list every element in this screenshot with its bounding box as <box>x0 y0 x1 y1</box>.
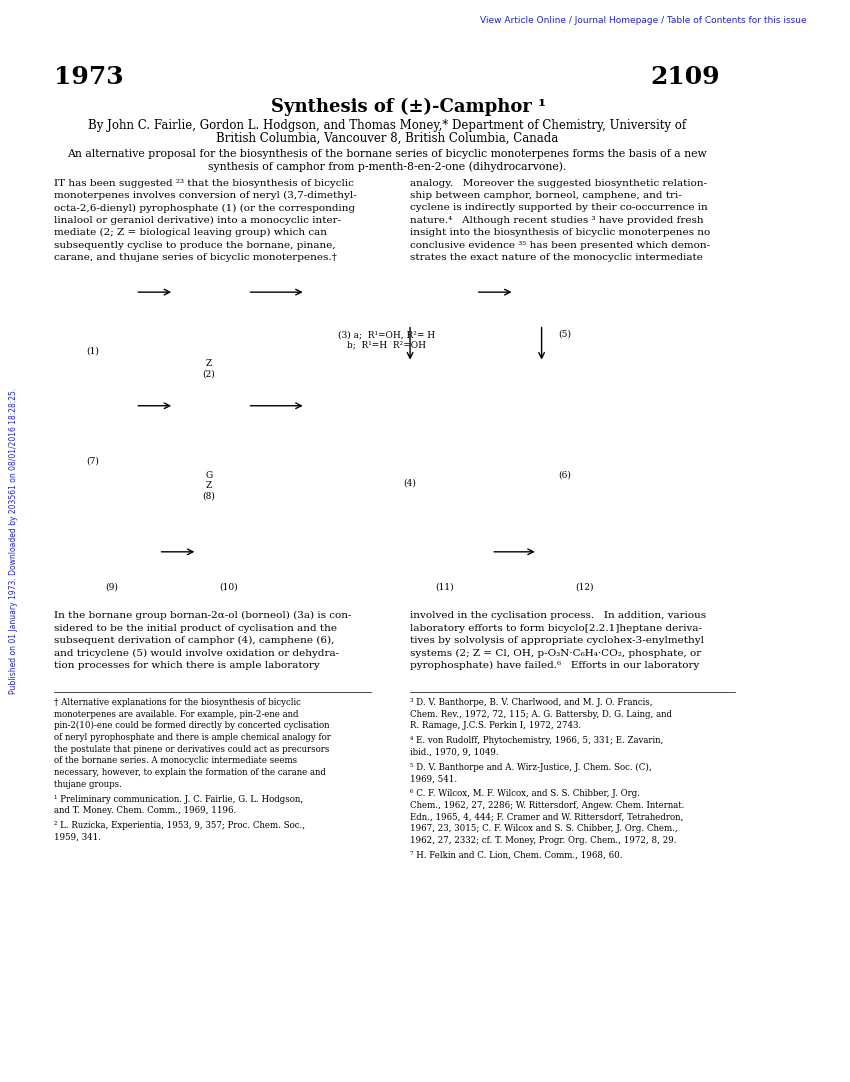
Text: octa-2,6-dienyl) pyrophosphate (1) (or the corresponding: octa-2,6-dienyl) pyrophosphate (1) (or t… <box>54 203 355 212</box>
Text: (3) a;  R¹=OH, R²= H
b;  R¹=H  R²=OH: (3) a; R¹=OH, R²= H b; R¹=H R²=OH <box>338 330 435 349</box>
Text: 1967, 23, 3015; C. F. Wilcox and S. S. Chibber, J. Org. Chem.,: 1967, 23, 3015; C. F. Wilcox and S. S. C… <box>410 824 677 833</box>
Text: British Columbia, Vancouver 8, British Columbia, Canada: British Columbia, Vancouver 8, British C… <box>216 132 558 145</box>
Text: † Alternative explanations for the biosynthesis of bicyclic: † Alternative explanations for the biosy… <box>54 698 301 707</box>
Text: ¹ Preliminary communication. J. C. Fairlie, G. L. Hodgson,: ¹ Preliminary communication. J. C. Fairl… <box>54 794 303 804</box>
Text: Chem., 1962, 27, 2286; W. Rittersdorf, Angew. Chem. Internat.: Chem., 1962, 27, 2286; W. Rittersdorf, A… <box>410 801 684 810</box>
Text: (11): (11) <box>435 582 454 591</box>
Text: pyrophosphate) have failed.⁶   Efforts in our laboratory: pyrophosphate) have failed.⁶ Efforts in … <box>410 661 700 670</box>
Text: Published on 01 January 1973. Downloaded by 203561 on 08/01/2016 18:28:25.: Published on 01 January 1973. Downloaded… <box>9 387 19 695</box>
Text: (12): (12) <box>575 582 593 591</box>
Text: synthesis of camphor from p-menth-8-en-2-one (dihydrocarvone).: synthesis of camphor from p-menth-8-en-2… <box>207 161 566 172</box>
Text: ² L. Ruzicka, Experientia, 1953, 9, 357; Proc. Chem. Soc.,: ² L. Ruzicka, Experientia, 1953, 9, 357;… <box>54 821 305 830</box>
Text: thujane groups.: thujane groups. <box>54 780 122 789</box>
Text: Synthesis of (±)-Camphor ¹: Synthesis of (±)-Camphor ¹ <box>271 97 546 116</box>
Text: necessary, however, to explain the formation of the carane and: necessary, however, to explain the forma… <box>54 768 326 777</box>
Text: (5): (5) <box>558 330 571 339</box>
Text: In the bornane group bornan-2α-ol (borneol) (3a) is con-: In the bornane group bornan-2α-ol (borne… <box>54 611 352 620</box>
Text: cyclene is indirectly supported by their co-occurrence in: cyclene is indirectly supported by their… <box>410 203 708 212</box>
Text: tion processes for which there is ample laboratory: tion processes for which there is ample … <box>54 661 320 670</box>
Text: subsequently cyclise to produce the bornane, pinane,: subsequently cyclise to produce the born… <box>54 240 336 250</box>
Text: View Article Online / Journal Homepage / Table of Contents for this issue: View Article Online / Journal Homepage /… <box>479 16 807 25</box>
Text: (4): (4) <box>404 478 416 487</box>
Text: linalool or geraniol derivative) into a monocyclic inter-: linalool or geraniol derivative) into a … <box>54 215 342 225</box>
Text: ship between camphor, borneol, camphene, and tri-: ship between camphor, borneol, camphene,… <box>410 190 682 200</box>
Text: and T. Money. Chem. Comm., 1969, 1196.: and T. Money. Chem. Comm., 1969, 1196. <box>54 806 236 816</box>
Text: 1959, 341.: 1959, 341. <box>54 833 101 842</box>
Text: ³ D. V. Banthorpe, B. V. Charlwood, and M. J. O. Francis,: ³ D. V. Banthorpe, B. V. Charlwood, and … <box>410 698 653 707</box>
Text: of neryl pyrophosphate and there is ample chemical analogy for: of neryl pyrophosphate and there is ampl… <box>54 733 331 742</box>
Text: (9): (9) <box>105 582 119 591</box>
Text: 1969, 541.: 1969, 541. <box>410 775 457 783</box>
Text: Edn., 1965, 4, 444; F. Cramer and W. Rittersdorf, Tetrahedron,: Edn., 1965, 4, 444; F. Cramer and W. Rit… <box>410 813 683 822</box>
Text: pin-2(10)-ene could be formed directly by concerted cyclisation: pin-2(10)-ene could be formed directly b… <box>54 722 330 730</box>
Text: R. Ramage, J.C.S. Perkin I, 1972, 2743.: R. Ramage, J.C.S. Perkin I, 1972, 2743. <box>410 722 581 730</box>
Text: ⁴ E. von Rudolff, Phytochemistry, 1966, 5, 331; E. Zavarin,: ⁴ E. von Rudolff, Phytochemistry, 1966, … <box>410 736 664 745</box>
Text: conclusive evidence ³⁵ has been presented which demon-: conclusive evidence ³⁵ has been presente… <box>410 240 711 250</box>
Text: (7): (7) <box>87 457 99 465</box>
Text: insight into the biosynthesis of bicyclic monoterpenes no: insight into the biosynthesis of bicycli… <box>410 228 711 237</box>
Text: subsequent derivation of camphor (4), camphene (6),: subsequent derivation of camphor (4), ca… <box>54 636 335 645</box>
Text: strates the exact nature of the monocyclic intermediate: strates the exact nature of the monocycl… <box>410 253 703 262</box>
Text: monoterpenes are available. For example, pin-2-ene and: monoterpenes are available. For example,… <box>54 710 298 718</box>
Text: the postulate that pinene or derivatives could act as precursors: the postulate that pinene or derivatives… <box>54 744 330 754</box>
Text: (6): (6) <box>558 471 571 479</box>
Text: and tricyclene (5) would involve oxidation or dehydra-: and tricyclene (5) would involve oxidati… <box>54 649 339 658</box>
Text: ⁷ H. Felkin and C. Lion, Chem. Comm., 1968, 60.: ⁷ H. Felkin and C. Lion, Chem. Comm., 19… <box>410 852 622 860</box>
Text: tives by solvolysis of appropriate cyclohex-3-enylmethyl: tives by solvolysis of appropriate cyclo… <box>410 636 704 645</box>
Text: monoterpenes involves conversion of neryl (3,7-dimethyl-: monoterpenes involves conversion of nery… <box>54 190 357 200</box>
Text: ⁶ C. F. Wilcox, M. F. Wilcox, and S. S. Chibber, J. Org.: ⁶ C. F. Wilcox, M. F. Wilcox, and S. S. … <box>410 790 640 799</box>
Text: of the bornane series. A monocyclic intermediate seems: of the bornane series. A monocyclic inte… <box>54 756 297 765</box>
Text: mediate (2; Z = biological leaving group) which can: mediate (2; Z = biological leaving group… <box>54 228 327 237</box>
Text: G
Z
(8): G Z (8) <box>202 471 215 501</box>
Text: laboratory efforts to form bicyclo[2.2.1]heptane deriva-: laboratory efforts to form bicyclo[2.2.1… <box>410 623 702 633</box>
Text: An alternative proposal for the biosynthesis of the bornane series of bicyclic m: An alternative proposal for the biosynth… <box>67 149 706 159</box>
Text: (1): (1) <box>87 346 99 355</box>
Text: systems (2; Z = Cl, OH, p-O₃N·C₆H₄·CO₂, phosphate, or: systems (2; Z = Cl, OH, p-O₃N·C₆H₄·CO₂, … <box>410 649 701 658</box>
Text: IT has been suggested ²³ that the biosynthesis of bicyclic: IT has been suggested ²³ that the biosyn… <box>54 179 354 187</box>
Text: sidered to be the initial product of cyclisation and the: sidered to be the initial product of cyc… <box>54 623 337 633</box>
Text: Chem. Rev., 1972, 72, 115; A. G. Battersby, D. G. Laing, and: Chem. Rev., 1972, 72, 115; A. G. Batters… <box>410 710 672 718</box>
Text: 1973: 1973 <box>54 65 124 89</box>
Text: ibid., 1970, 9, 1049.: ibid., 1970, 9, 1049. <box>410 748 499 757</box>
Text: 2109: 2109 <box>650 65 720 89</box>
Text: (10): (10) <box>219 582 237 591</box>
Text: nature.⁴   Although recent studies ³ have provided fresh: nature.⁴ Although recent studies ³ have … <box>410 215 704 225</box>
Text: 1962, 27, 2332; cf. T. Money, Progr. Org. Chem., 1972, 8, 29.: 1962, 27, 2332; cf. T. Money, Progr. Org… <box>410 836 677 845</box>
Text: analogy.   Moreover the suggested biosynthetic relation-: analogy. Moreover the suggested biosynth… <box>410 179 707 187</box>
Text: ⁵ D. V. Banthorpe and A. Wirz-Justice, J. Chem. Soc. (C),: ⁵ D. V. Banthorpe and A. Wirz-Justice, J… <box>410 763 652 771</box>
Text: By John C. Fairlie, Gordon L. Hodgson, and Thomas Money,* Department of Chemistr: By John C. Fairlie, Gordon L. Hodgson, a… <box>88 119 686 132</box>
Text: carane, and thujane series of bicyclic monoterpenes.†: carane, and thujane series of bicyclic m… <box>54 253 337 262</box>
Text: involved in the cyclisation process.   In addition, various: involved in the cyclisation process. In … <box>410 611 706 620</box>
Text: Z
(2): Z (2) <box>202 359 215 379</box>
